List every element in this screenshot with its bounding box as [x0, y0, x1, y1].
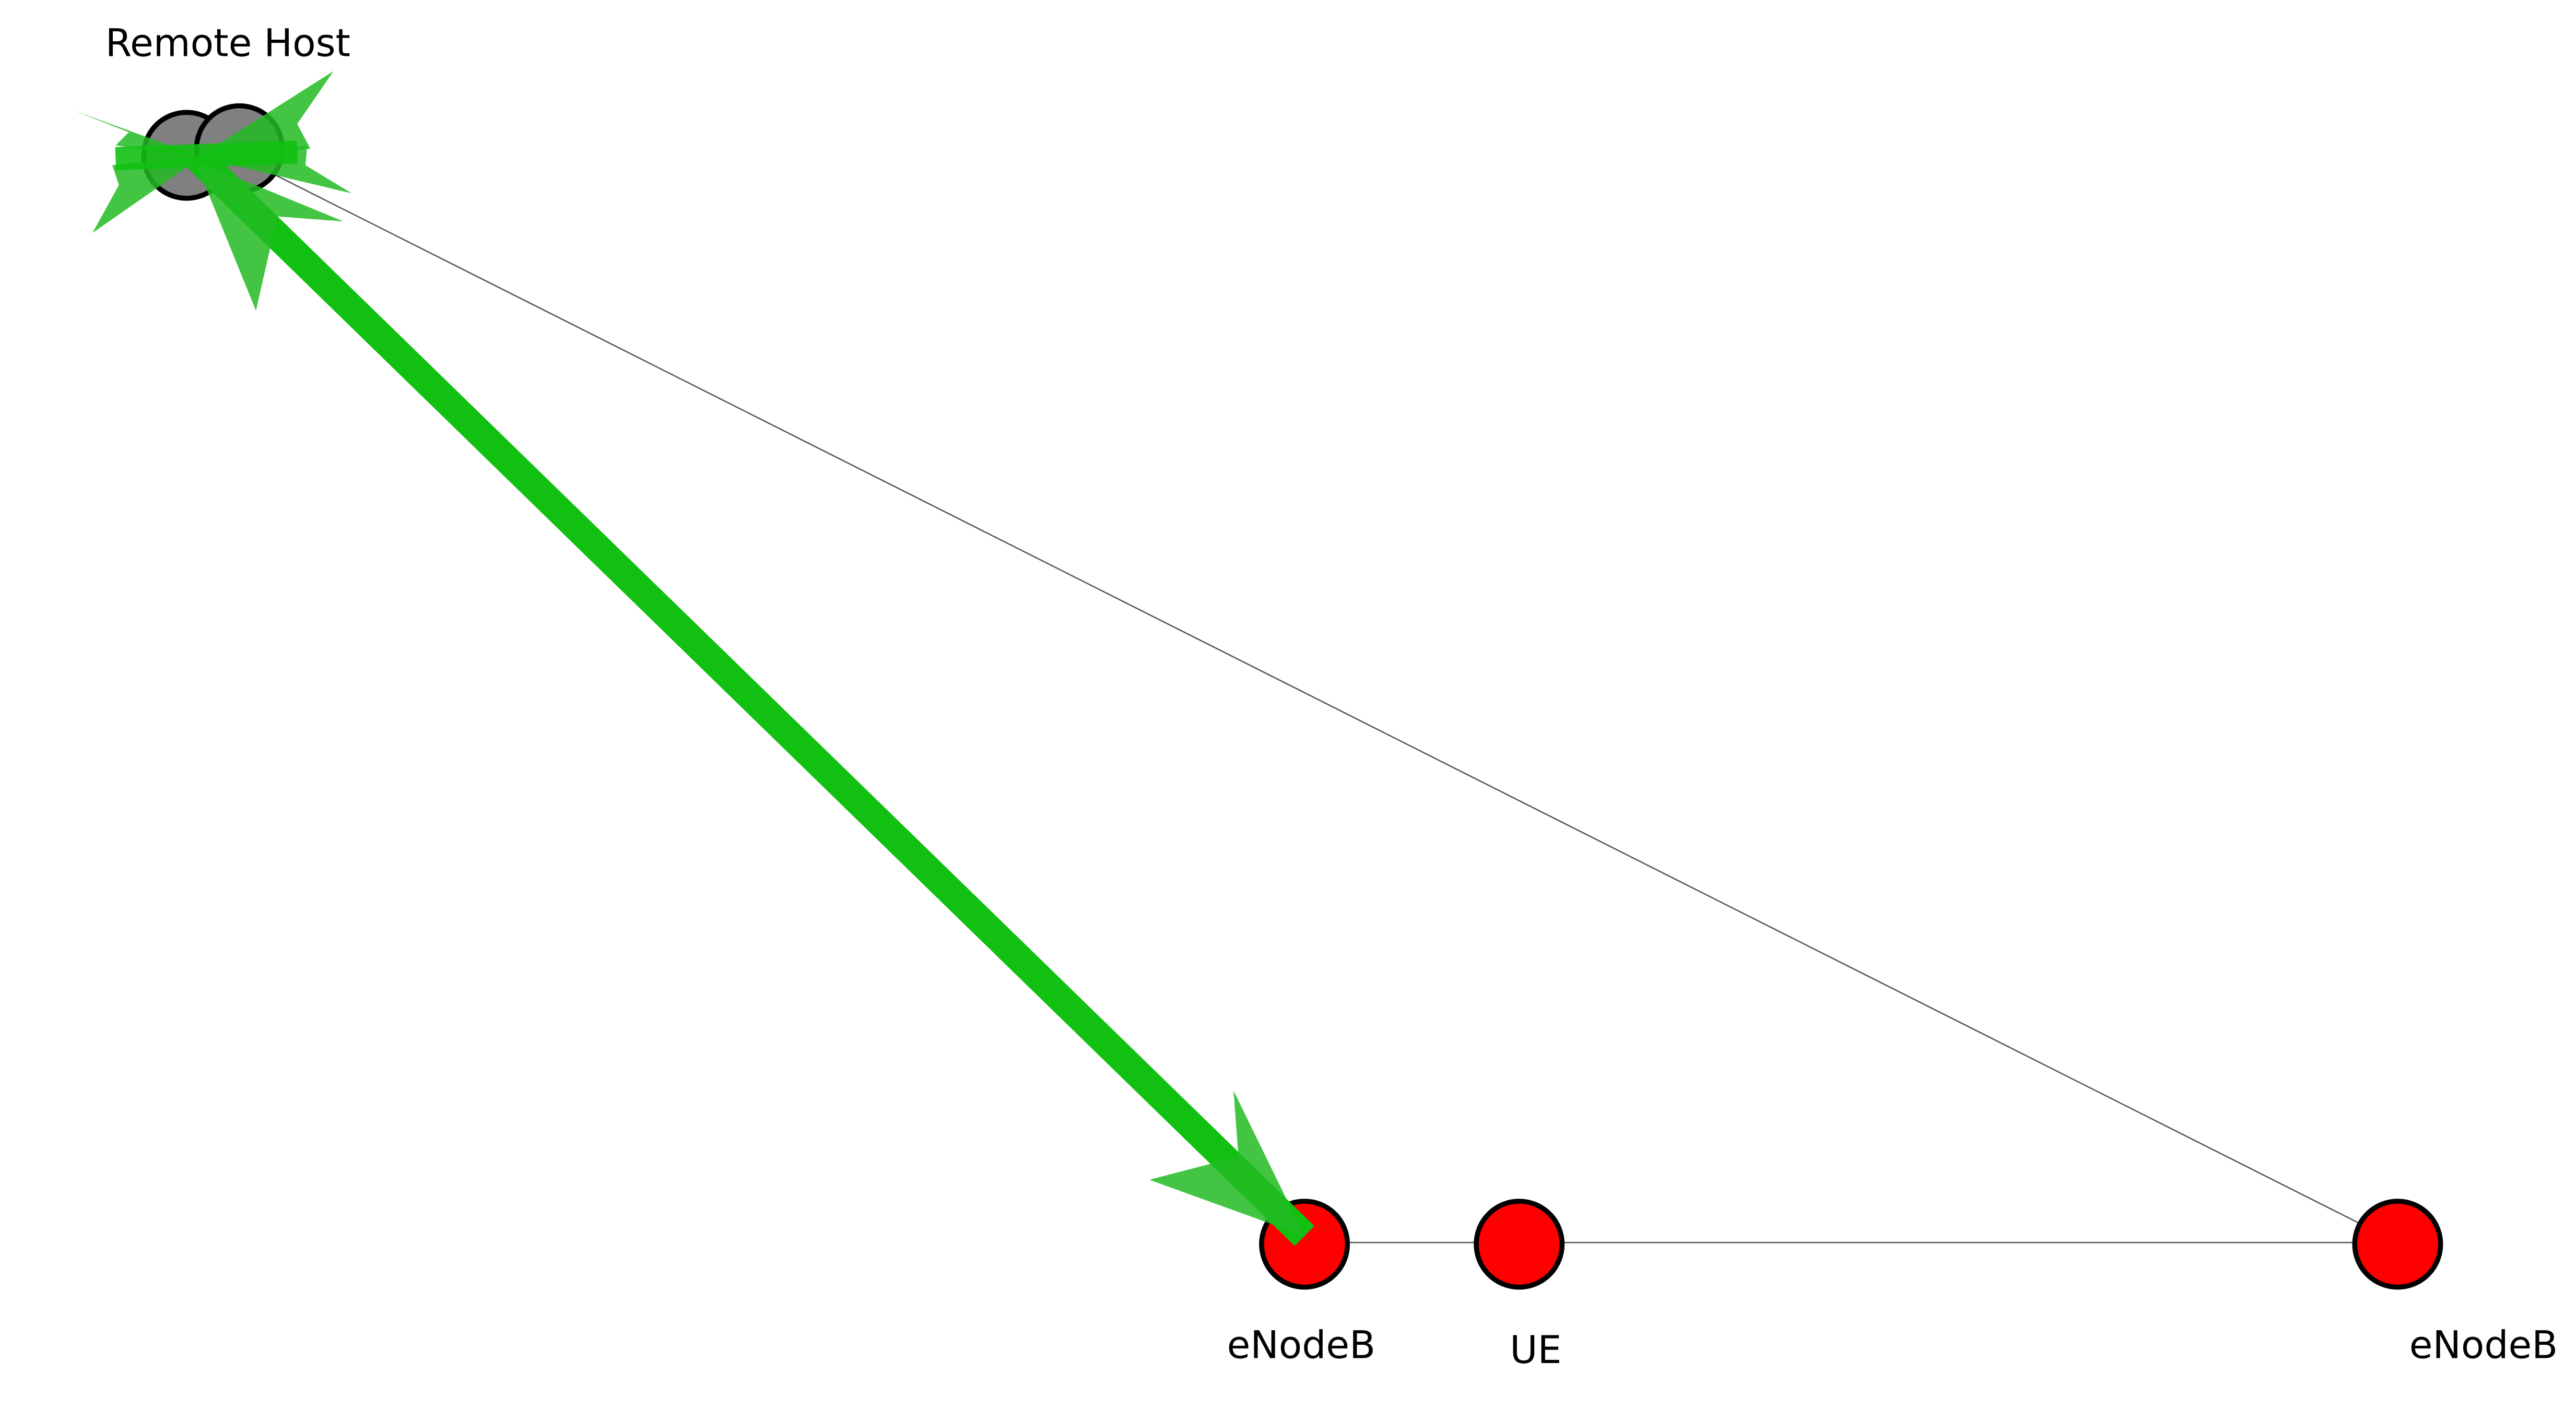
- flow-arrowhead-remote-host-left-down: [92, 157, 202, 233]
- node-enodeb-right[interactable]: [2352, 1199, 2443, 1290]
- flow-stub-remote-host-horizontal: [115, 140, 298, 170]
- flow-remote-host-enodeb-left: [188, 148, 1314, 1246]
- link-remote-host-to-enodeb-right: [239, 156, 2398, 1244]
- flow-arrowhead-remote-host-down: [195, 160, 344, 311]
- node-labels: Remote Host eNodeB UE eNodeB: [105, 21, 2558, 1373]
- label-ue: UE: [1510, 1328, 1561, 1372]
- node-ue[interactable]: [1474, 1199, 1565, 1290]
- label-enodeb-left: eNodeB: [1227, 1323, 1375, 1368]
- label-enodeb-right: eNodeB: [2409, 1323, 2558, 1368]
- flow-arrowhead-enodeb-left: [1149, 1090, 1305, 1236]
- label-remote-host: Remote Host: [105, 21, 350, 66]
